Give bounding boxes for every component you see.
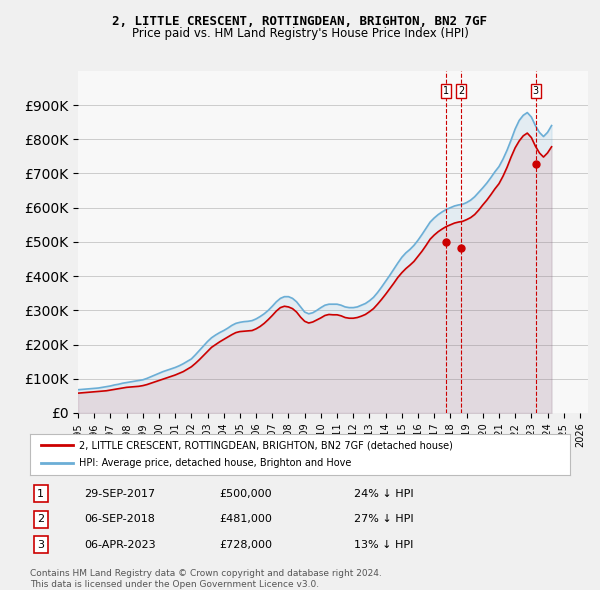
Text: 24% ↓ HPI: 24% ↓ HPI — [354, 489, 413, 499]
Text: 3: 3 — [37, 540, 44, 550]
Text: £481,000: £481,000 — [219, 514, 272, 525]
Text: 29-SEP-2017: 29-SEP-2017 — [84, 489, 155, 499]
Text: 13% ↓ HPI: 13% ↓ HPI — [354, 540, 413, 550]
Text: £728,000: £728,000 — [219, 540, 272, 550]
Text: 2: 2 — [458, 86, 464, 96]
Text: 2: 2 — [37, 514, 44, 525]
Text: 27% ↓ HPI: 27% ↓ HPI — [354, 514, 413, 525]
Text: 1: 1 — [443, 86, 449, 96]
Text: 2, LITTLE CRESCENT, ROTTINGDEAN, BRIGHTON, BN2 7GF (detached house): 2, LITTLE CRESCENT, ROTTINGDEAN, BRIGHTO… — [79, 440, 452, 450]
Text: Contains HM Land Registry data © Crown copyright and database right 2024.
This d: Contains HM Land Registry data © Crown c… — [30, 569, 382, 589]
Text: 06-SEP-2018: 06-SEP-2018 — [84, 514, 155, 525]
Text: HPI: Average price, detached house, Brighton and Hove: HPI: Average price, detached house, Brig… — [79, 458, 351, 468]
Text: £500,000: £500,000 — [219, 489, 272, 499]
Text: 2, LITTLE CRESCENT, ROTTINGDEAN, BRIGHTON, BN2 7GF: 2, LITTLE CRESCENT, ROTTINGDEAN, BRIGHTO… — [113, 15, 487, 28]
Text: 3: 3 — [532, 86, 539, 96]
Text: 06-APR-2023: 06-APR-2023 — [84, 540, 155, 550]
Text: 1: 1 — [37, 489, 44, 499]
Text: Price paid vs. HM Land Registry's House Price Index (HPI): Price paid vs. HM Land Registry's House … — [131, 27, 469, 40]
